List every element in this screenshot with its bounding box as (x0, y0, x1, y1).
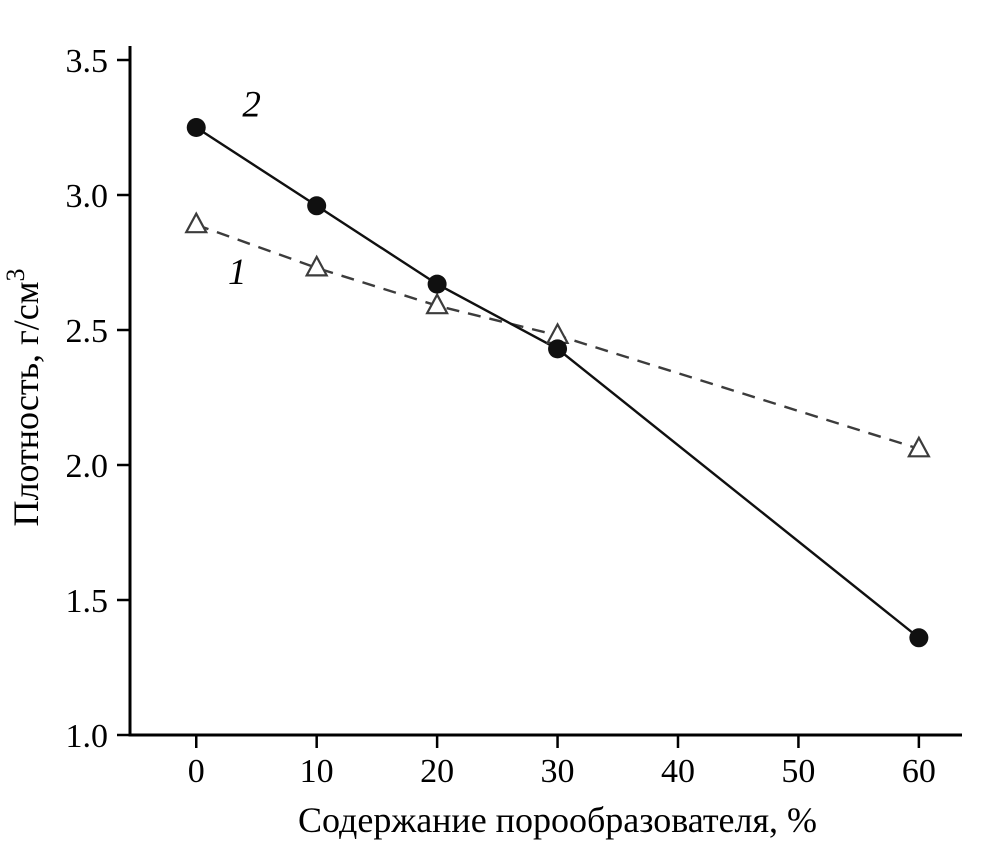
x-tick-label: 0 (188, 753, 205, 790)
series-1-marker (425, 292, 449, 315)
axes-frame (128, 46, 962, 737)
x-tick-label: 30 (541, 753, 575, 790)
series-2-line (195, 126, 920, 639)
series-2-marker (427, 274, 447, 294)
y-tick-label: 2.0 (66, 448, 109, 485)
x-tick-label: 40 (661, 753, 695, 790)
series-2-marker (909, 628, 929, 648)
y-tick-label: 3.5 (66, 43, 109, 80)
y-tick-label: 2.5 (66, 313, 109, 350)
x-tick-label: 60 (902, 753, 936, 790)
x-tick-label: 10 (300, 753, 334, 790)
y-axis-title: Плотность, г/см3 (1, 269, 46, 527)
curve-label-2: 2 (242, 85, 261, 126)
series-1-marker (304, 254, 329, 277)
curve-label-1: 1 (228, 252, 247, 293)
y-tick-label: 1.0 (66, 718, 109, 755)
series-2-marker (548, 339, 568, 359)
x-tick-label: 20 (420, 753, 454, 790)
series-1-marker (907, 435, 931, 458)
x-axis-title: Содержание порообразователя, % (298, 800, 817, 840)
series-2-marker (186, 118, 206, 137)
series-1-marker (184, 211, 209, 234)
y-tick-label: 3.0 (66, 178, 109, 215)
y-tick-label: 1.5 (66, 583, 109, 620)
x-tick-label: 50 (781, 753, 815, 790)
series-2-marker (307, 196, 327, 216)
